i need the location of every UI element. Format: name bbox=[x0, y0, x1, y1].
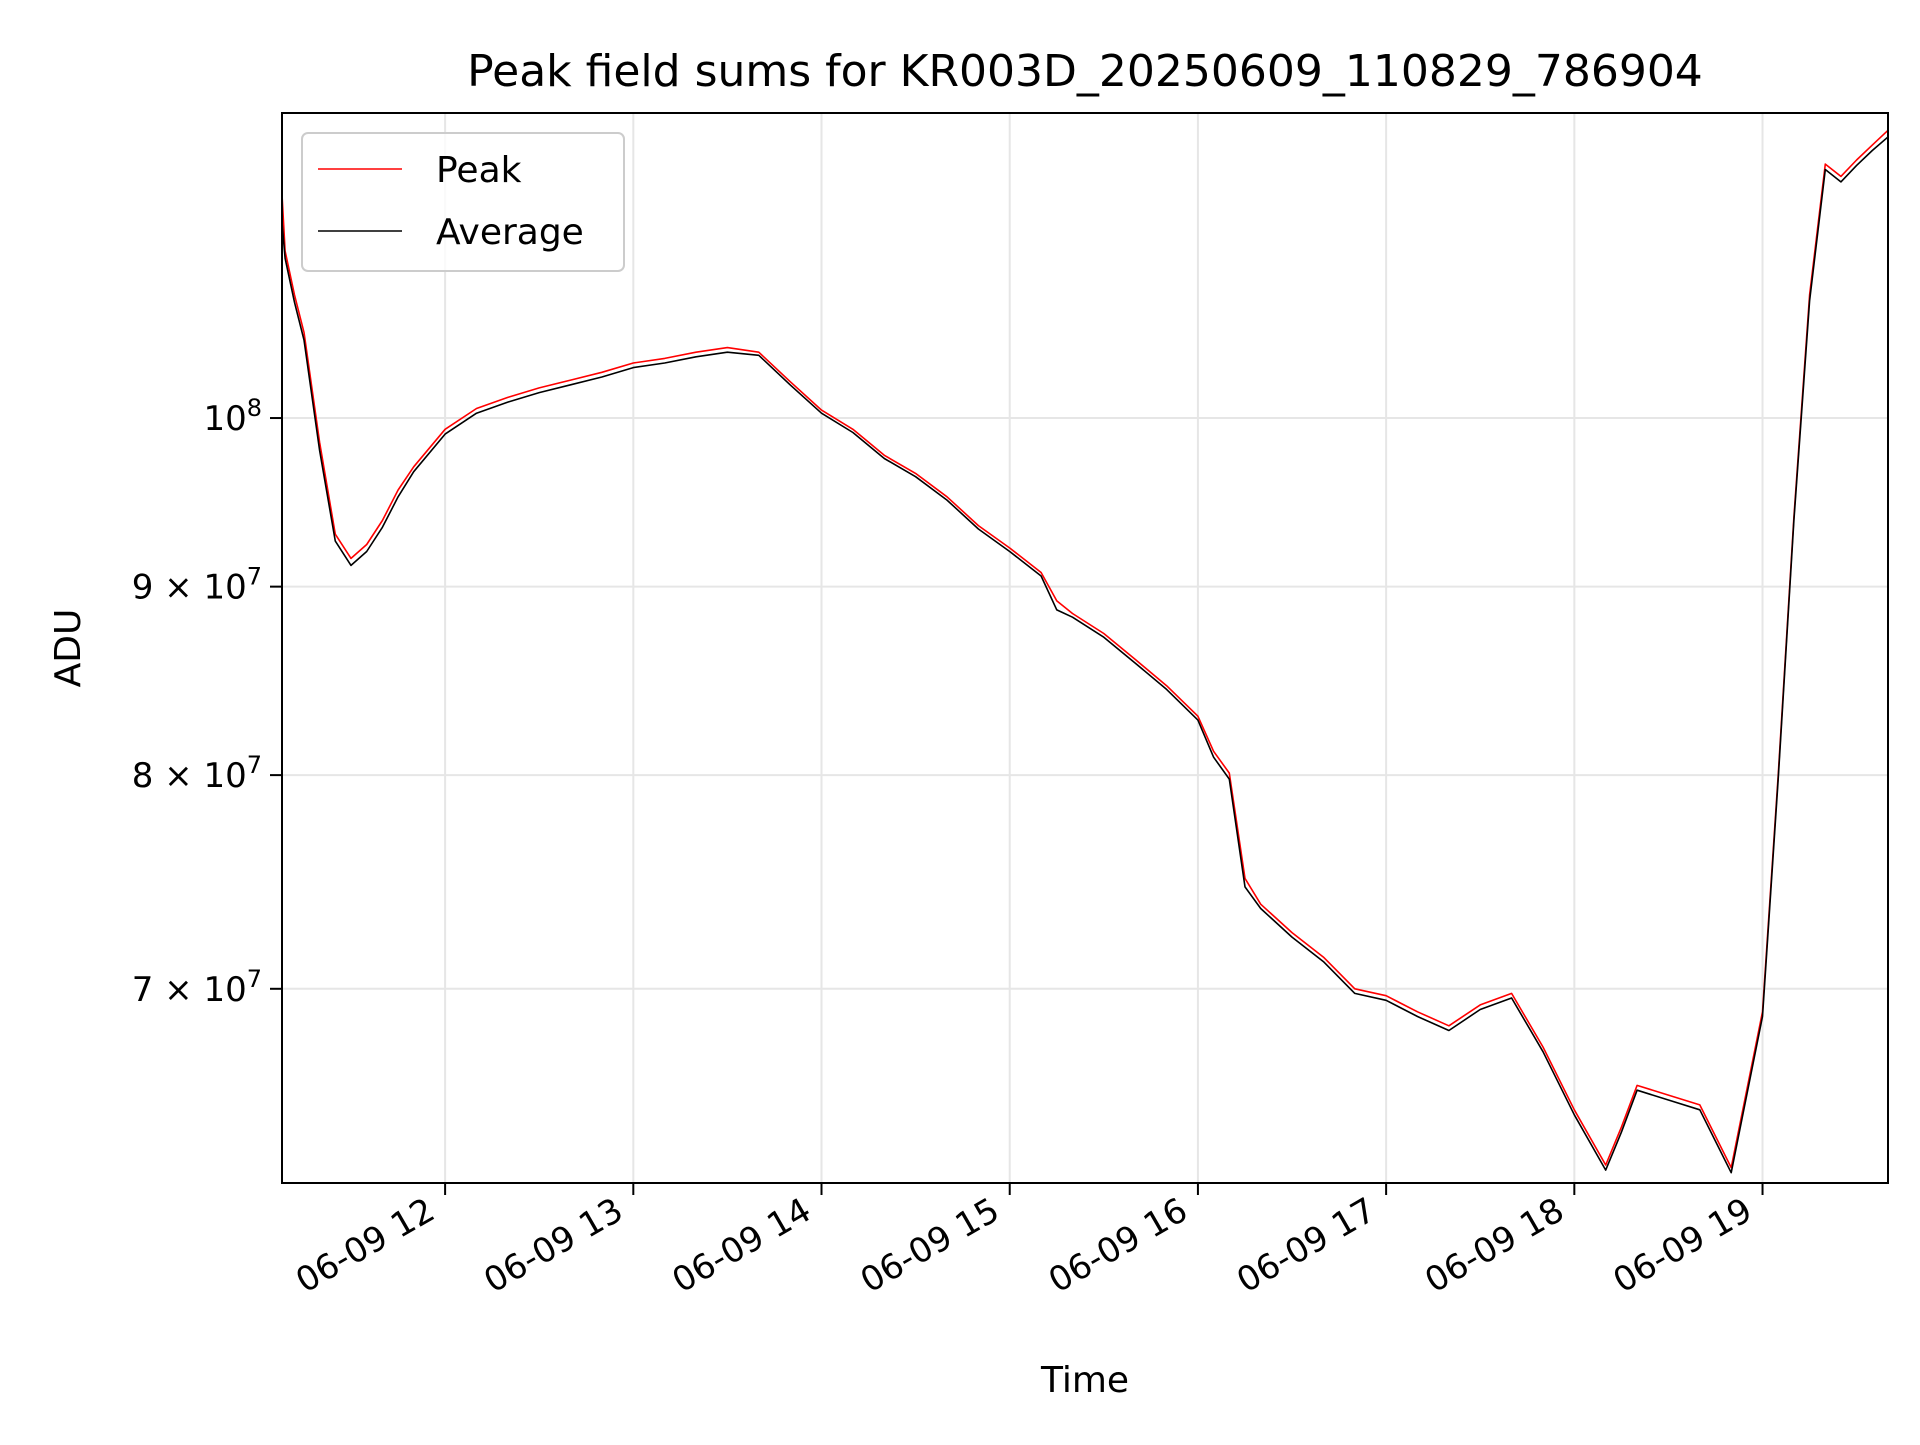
legend: Peak Average bbox=[301, 132, 625, 272]
y-tick-label: 8 × 107 bbox=[132, 751, 262, 796]
y-axis-label: ADU bbox=[48, 609, 89, 688]
series-line-average bbox=[282, 136, 1888, 1174]
grid-layer bbox=[282, 113, 1888, 1183]
y-tick-label: 9 × 107 bbox=[132, 563, 262, 608]
plot-frame bbox=[281, 112, 1889, 1184]
legend-box bbox=[301, 132, 625, 272]
legend-label-peak: Peak bbox=[436, 150, 522, 191]
legend-label-average: Average bbox=[436, 212, 584, 253]
series-line-peak bbox=[282, 129, 1888, 1169]
series-layer bbox=[282, 129, 1888, 1174]
y-tick-label: 108 bbox=[203, 394, 262, 439]
chart-title: Peak field sums for KR003D_20250609_1108… bbox=[467, 46, 1703, 97]
x-axis-label: Time bbox=[1040, 1360, 1129, 1401]
y-tick-label: 7 × 107 bbox=[132, 965, 262, 1010]
